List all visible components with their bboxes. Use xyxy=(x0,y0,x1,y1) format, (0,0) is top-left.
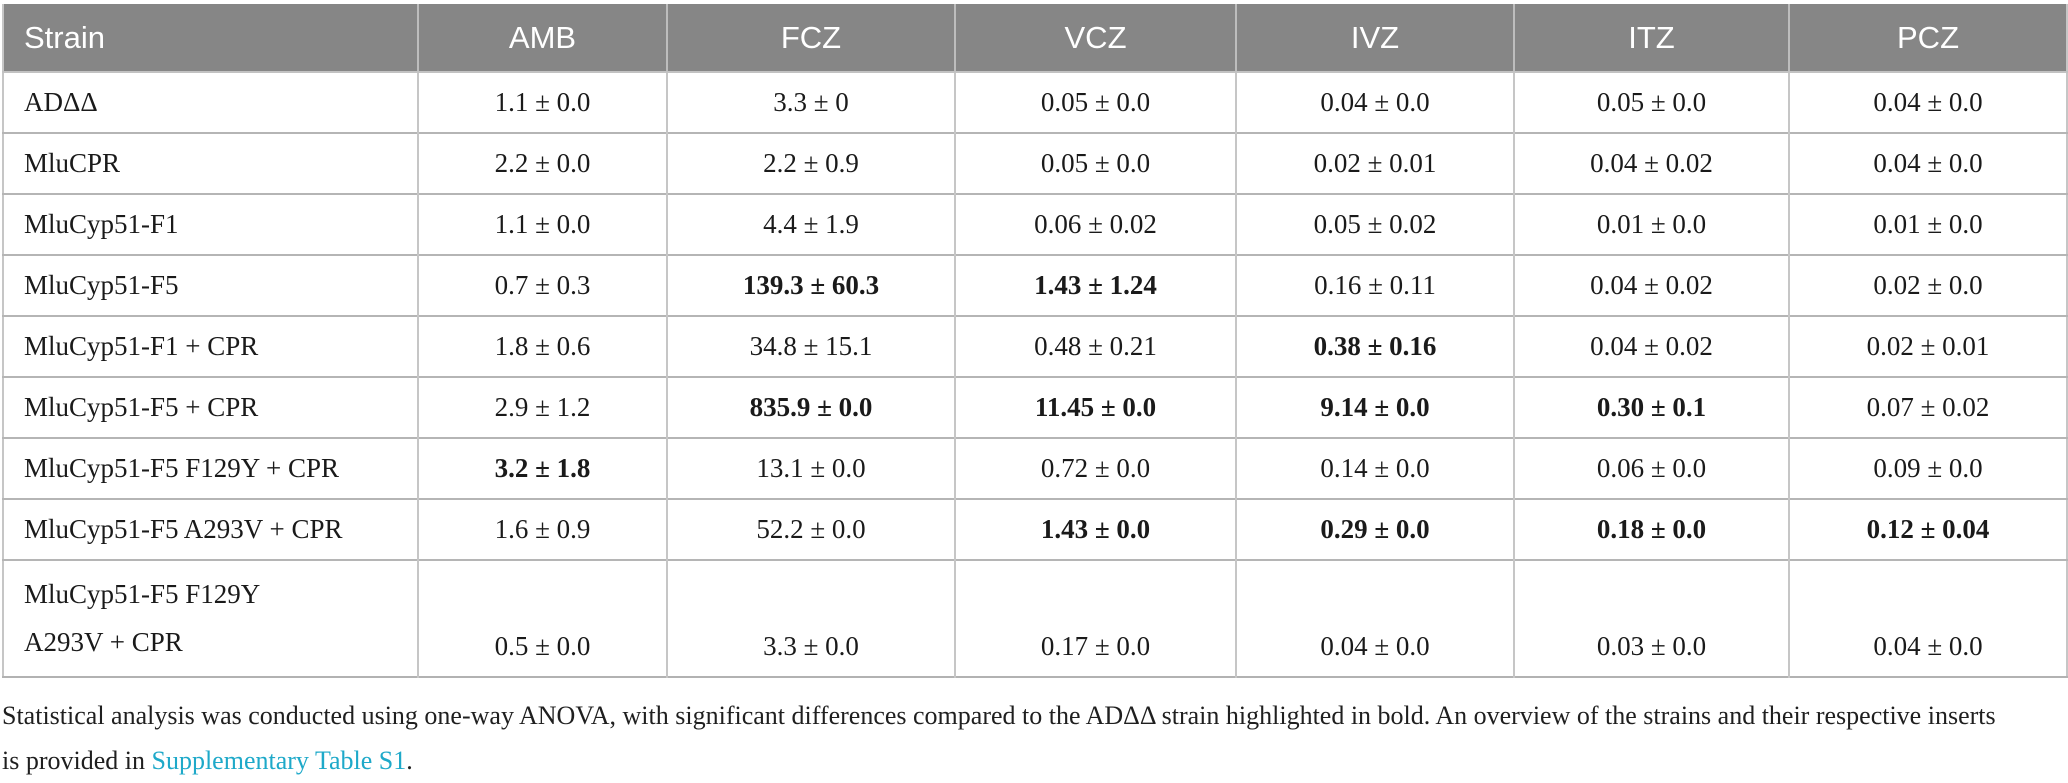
mic-value-cell: 0.14 ± 0.0 xyxy=(1235,437,1514,499)
mic-value-cell: 0.07 ± 0.02 xyxy=(1788,376,2067,438)
mic-value-cell: 3.2 ± 1.8 xyxy=(417,437,667,499)
mic-value-cell: 0.04 ± 0.0 xyxy=(1235,72,1514,133)
mic-value-cell: 0.72 ± 0.0 xyxy=(954,437,1236,499)
mic-value-cell: 52.2 ± 0.0 xyxy=(666,498,955,560)
mic-value-cell: 0.04 ± 0.0 xyxy=(1788,132,2067,194)
mic-value-cell: 0.16 ± 0.11 xyxy=(1235,254,1514,316)
supplementary-table-link[interactable]: Supplementary Table S1 xyxy=(151,746,407,775)
mic-table: Strain AMB FCZ VCZ IVZ ITZ PCZ ADΔΔ 1.1 … xyxy=(2,4,2068,678)
mic-value-cell: 3.3 ± 0 xyxy=(666,72,955,133)
mic-value-cell: 0.05 ± 0.0 xyxy=(954,132,1236,194)
mic-value-cell: 0.04 ± 0.02 xyxy=(1513,254,1789,316)
mic-value-cell: 3.3 ± 0.0 xyxy=(666,559,955,677)
mic-value-cell: 1.8 ± 0.6 xyxy=(417,315,667,377)
strain-cell: MluCyp51-F5 F129Y A293V + CPR xyxy=(3,559,418,677)
table-row: MluCyp51-F5 A293V + CPR 1.6 ± 0.9 52.2 ±… xyxy=(3,498,2067,560)
column-header-ivz: IVZ xyxy=(1235,4,1514,73)
mic-value-cell: 0.09 ± 0.0 xyxy=(1788,437,2067,499)
mic-value-cell: 0.02 ± 0.01 xyxy=(1788,315,2067,377)
footnote-line2-prefix: is provided in xyxy=(2,746,152,775)
mic-value-cell: 0.06 ± 0.02 xyxy=(954,193,1236,255)
mic-value-cell: 2.2 ± 0.9 xyxy=(666,132,955,194)
table-row: MluCyp51-F5 + CPR 2.9 ± 1.2 835.9 ± 0.0 … xyxy=(3,376,2067,438)
column-header-itz: ITZ xyxy=(1513,4,1789,73)
column-header-vcz: VCZ xyxy=(954,4,1236,73)
table-footnote: Statistical analysis was conducted using… xyxy=(2,693,2068,783)
table-row: ADΔΔ 1.1 ± 0.0 3.3 ± 0 0.05 ± 0.0 0.04 ±… xyxy=(3,72,2067,133)
mic-value-cell: 0.02 ± 0.01 xyxy=(1235,132,1514,194)
mic-value-cell: 0.29 ± 0.0 xyxy=(1235,498,1514,560)
mic-value-cell: 835.9 ± 0.0 xyxy=(666,376,955,438)
mic-value-cell: 0.01 ± 0.0 xyxy=(1513,193,1789,255)
strain-cell: MluCyp51-F5 + CPR xyxy=(3,376,418,438)
mic-value-cell: 0.02 ± 0.0 xyxy=(1788,254,2067,316)
mic-value-cell: 0.04 ± 0.02 xyxy=(1513,315,1789,377)
mic-value-cell: 0.04 ± 0.0 xyxy=(1788,72,2067,133)
table-row: MluCyp51-F1 1.1 ± 0.0 4.4 ± 1.9 0.06 ± 0… xyxy=(3,193,2067,255)
mic-value-cell: 0.05 ± 0.02 xyxy=(1235,193,1514,255)
paper-table-figure: Strain AMB FCZ VCZ IVZ ITZ PCZ ADΔΔ 1.1 … xyxy=(2,4,2068,775)
mic-value-cell: 4.4 ± 1.9 xyxy=(666,193,955,255)
column-header-pcz: PCZ xyxy=(1788,4,2067,73)
table-header-row: Strain AMB FCZ VCZ IVZ ITZ PCZ xyxy=(3,4,2067,73)
mic-value-cell: 9.14 ± 0.0 xyxy=(1235,376,1514,438)
mic-value-cell: 0.17 ± 0.0 xyxy=(954,559,1236,677)
mic-value-cell: 2.9 ± 1.2 xyxy=(417,376,667,438)
strain-cell: MluCPR xyxy=(3,132,418,194)
strain-cell: MluCyp51-F5 A293V + CPR xyxy=(3,498,418,560)
column-header-amb: AMB xyxy=(417,4,667,73)
mic-value-cell: 0.18 ± 0.0 xyxy=(1513,498,1789,560)
mic-value-cell: 13.1 ± 0.0 xyxy=(666,437,955,499)
footnote-line2-suffix: . xyxy=(406,746,413,775)
strain-cell: ADΔΔ xyxy=(3,72,418,133)
mic-value-cell: 1.1 ± 0.0 xyxy=(417,72,667,133)
mic-value-cell: 0.04 ± 0.0 xyxy=(1235,559,1514,677)
column-header-strain: Strain xyxy=(3,4,418,73)
mic-value-cell: 0.04 ± 0.02 xyxy=(1513,132,1789,194)
mic-value-cell: 1.43 ± 0.0 xyxy=(954,498,1236,560)
mic-value-cell: 0.05 ± 0.0 xyxy=(1513,72,1789,133)
strain-name-line1: MluCyp51-F5 F129Y xyxy=(24,579,261,609)
mic-value-cell: 0.05 ± 0.0 xyxy=(954,72,1236,133)
mic-value-cell: 0.7 ± 0.3 xyxy=(417,254,667,316)
mic-value-cell: 0.38 ± 0.16 xyxy=(1235,315,1514,377)
footnote-line1: Statistical analysis was conducted using… xyxy=(2,701,1996,730)
table-row: MluCPR 2.2 ± 0.0 2.2 ± 0.9 0.05 ± 0.0 0.… xyxy=(3,132,2067,194)
table-row: MluCyp51-F5 F129Y + CPR 3.2 ± 1.8 13.1 ±… xyxy=(3,437,2067,499)
mic-value-cell: 0.01 ± 0.0 xyxy=(1788,193,2067,255)
mic-value-cell: 0.04 ± 0.0 xyxy=(1788,559,2067,677)
mic-value-cell: 34.8 ± 15.1 xyxy=(666,315,955,377)
strain-cell: MluCyp51-F1 xyxy=(3,193,418,255)
strain-cell: MluCyp51-F1 + CPR xyxy=(3,315,418,377)
table-row: MluCyp51-F1 + CPR 1.8 ± 0.6 34.8 ± 15.1 … xyxy=(3,315,2067,377)
mic-value-cell: 0.30 ± 0.1 xyxy=(1513,376,1789,438)
mic-value-cell: 1.6 ± 0.9 xyxy=(417,498,667,560)
mic-value-cell: 0.12 ± 0.04 xyxy=(1788,498,2067,560)
table-row: MluCyp51-F5 F129Y A293V + CPR 0.5 ± 0.0 … xyxy=(3,559,2067,677)
mic-value-cell: 139.3 ± 60.3 xyxy=(666,254,955,316)
strain-cell: MluCyp51-F5 F129Y + CPR xyxy=(3,437,418,499)
mic-value-cell: 2.2 ± 0.0 xyxy=(417,132,667,194)
mic-value-cell: 0.06 ± 0.0 xyxy=(1513,437,1789,499)
table-row: MluCyp51-F5 0.7 ± 0.3 139.3 ± 60.3 1.43 … xyxy=(3,254,2067,316)
mic-value-cell: 1.1 ± 0.0 xyxy=(417,193,667,255)
mic-value-cell: 0.5 ± 0.0 xyxy=(417,559,667,677)
mic-value-cell: 0.48 ± 0.21 xyxy=(954,315,1236,377)
mic-value-cell: 11.45 ± 0.0 xyxy=(954,376,1236,438)
strain-cell: MluCyp51-F5 xyxy=(3,254,418,316)
column-header-fcz: FCZ xyxy=(666,4,955,73)
strain-name-line2: A293V + CPR xyxy=(24,627,183,657)
mic-value-cell: 0.03 ± 0.0 xyxy=(1513,559,1789,677)
mic-value-cell: 1.43 ± 1.24 xyxy=(954,254,1236,316)
